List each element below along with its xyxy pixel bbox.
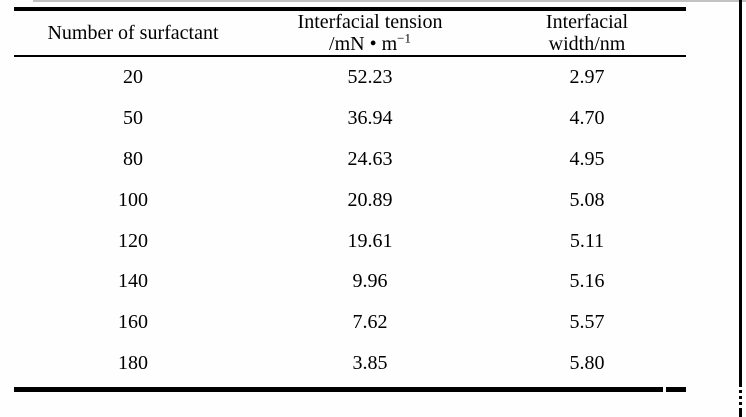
edge-line-dotted-segment xyxy=(739,384,742,411)
cell-interfacial-width: 5.80 xyxy=(569,352,605,375)
cell-interfacial-tension: 9.96 xyxy=(352,270,388,293)
column-header-surfactant-count-label: Number of surfactant xyxy=(47,22,219,44)
cell-interfacial-width: 5.57 xyxy=(569,311,605,334)
column-header-tension-unit: /mN • m−1 xyxy=(252,30,488,55)
bottom-rule-main-segment xyxy=(14,387,663,393)
cell-interfacial-width: 4.95 xyxy=(569,147,605,170)
column-header-width-line1: Interfacial xyxy=(545,11,629,33)
table-row: 140 9.96 5.16 xyxy=(14,261,686,302)
table-top-rule xyxy=(14,7,686,11)
column-header-tension-line1: Interfacial tension xyxy=(297,11,443,33)
table-header-row: Number of surfactant Interfacial tension… xyxy=(14,11,686,55)
cell-interfacial-tension: 24.63 xyxy=(347,147,393,170)
cell-interfacial-width: 4.70 xyxy=(569,106,605,129)
surfactant-data-table: Number of surfactant Interfacial tension… xyxy=(14,0,686,393)
table-bottom-rule xyxy=(14,387,686,393)
table-header-rule xyxy=(14,55,686,57)
cell-interfacial-width: 5.08 xyxy=(569,188,605,211)
cell-interfacial-tension: 20.89 xyxy=(347,188,393,211)
table-row: 160 7.62 5.57 xyxy=(14,302,686,343)
cell-interfacial-width: 5.16 xyxy=(569,270,605,293)
cell-interfacial-tension: 52.23 xyxy=(347,65,393,88)
edge-line-solid-top xyxy=(739,0,742,384)
table-row: 100 20.89 5.08 xyxy=(14,180,686,221)
cell-surfactant-count: 50 xyxy=(123,106,143,129)
table-row: 80 24.63 4.95 xyxy=(14,139,686,180)
cell-surfactant-count: 140 xyxy=(118,270,148,293)
cell-interfacial-tension: 19.61 xyxy=(347,229,393,252)
cell-surfactant-count: 20 xyxy=(123,65,143,88)
table-row: 20 52.23 2.97 xyxy=(14,57,686,98)
cell-interfacial-tension: 7.62 xyxy=(352,311,388,334)
column-header-interfacial-tension: Interfacial tension /mN • m−1 xyxy=(252,11,488,55)
scan-artifact-top-streak xyxy=(33,0,746,2)
edge-line-solid-bottom xyxy=(739,411,742,417)
tension-unit-prefix: /mN • m xyxy=(329,33,398,55)
scan-artifact-right-edge-line xyxy=(739,0,742,417)
table-row: 180 3.85 5.80 xyxy=(14,343,686,384)
column-header-width-line2: width/nm xyxy=(548,33,626,55)
cell-surfactant-count: 80 xyxy=(123,147,143,170)
column-header-interfacial-width: Interfacial width/nm xyxy=(488,11,686,55)
cell-surfactant-count: 160 xyxy=(118,311,148,334)
table-row: 120 19.61 5.11 xyxy=(14,221,686,262)
cell-interfacial-tension: 3.85 xyxy=(352,352,388,375)
table-row: 50 36.94 4.70 xyxy=(14,98,686,139)
column-header-surfactant-count: Number of surfactant xyxy=(14,11,252,55)
cell-surfactant-count: 120 xyxy=(118,229,148,252)
cell-interfacial-width: 5.11 xyxy=(569,229,605,252)
table-body: 20 52.23 2.97 50 36.94 4.70 80 24.63 4.9… xyxy=(14,57,686,384)
cell-interfacial-width: 2.97 xyxy=(569,65,605,88)
cell-surfactant-count: 100 xyxy=(118,188,148,211)
tension-unit-exponent: −1 xyxy=(397,30,411,46)
cell-interfacial-tension: 36.94 xyxy=(347,106,393,129)
bottom-rule-dash-segment xyxy=(666,387,686,393)
cell-surfactant-count: 180 xyxy=(118,352,148,375)
